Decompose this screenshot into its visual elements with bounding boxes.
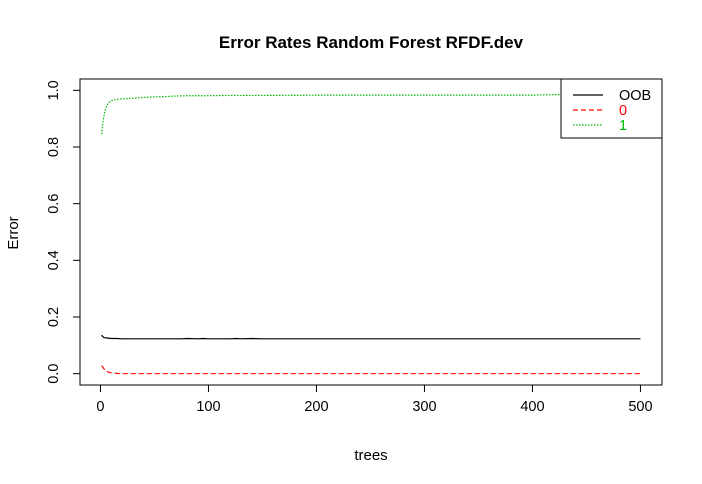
series-layer <box>100 93 641 375</box>
x-tick-label: 100 <box>196 399 220 415</box>
x-tick-label: 500 <box>628 399 652 415</box>
y-tick-label: 0.8 <box>46 137 62 157</box>
legend-box <box>560 78 663 139</box>
x-axis-label: trees <box>354 447 387 464</box>
y-tick-label: 0.0 <box>46 364 62 384</box>
y-tick-label: 0.4 <box>46 250 62 270</box>
legend-label-OOB: OOB <box>619 88 651 104</box>
y-tick-label: 1.0 <box>46 80 62 100</box>
legend-label-0: 0 <box>619 103 627 119</box>
x-tick-label: 400 <box>520 399 544 415</box>
series-line-1 <box>100 93 641 135</box>
x-tick-label: 300 <box>412 399 436 415</box>
y-axis: 0.0 0.2 0.4 0.6 0.8 1.0 <box>46 80 81 384</box>
x-axis: 0 100 200 300 400 500 <box>96 384 653 415</box>
legend-label-1: 1 <box>619 118 627 134</box>
series-line-OOB <box>101 334 641 340</box>
x-tick-label: 200 <box>304 399 328 415</box>
x-tick-label: 0 <box>96 399 104 415</box>
y-axis-label: Error <box>5 216 22 249</box>
chart-title: Error Rates Random Forest RFDF.dev <box>219 33 524 52</box>
y-tick-label: 0.2 <box>46 307 62 327</box>
y-tick-label: 0.6 <box>46 194 62 214</box>
series-line-0 <box>101 365 641 375</box>
